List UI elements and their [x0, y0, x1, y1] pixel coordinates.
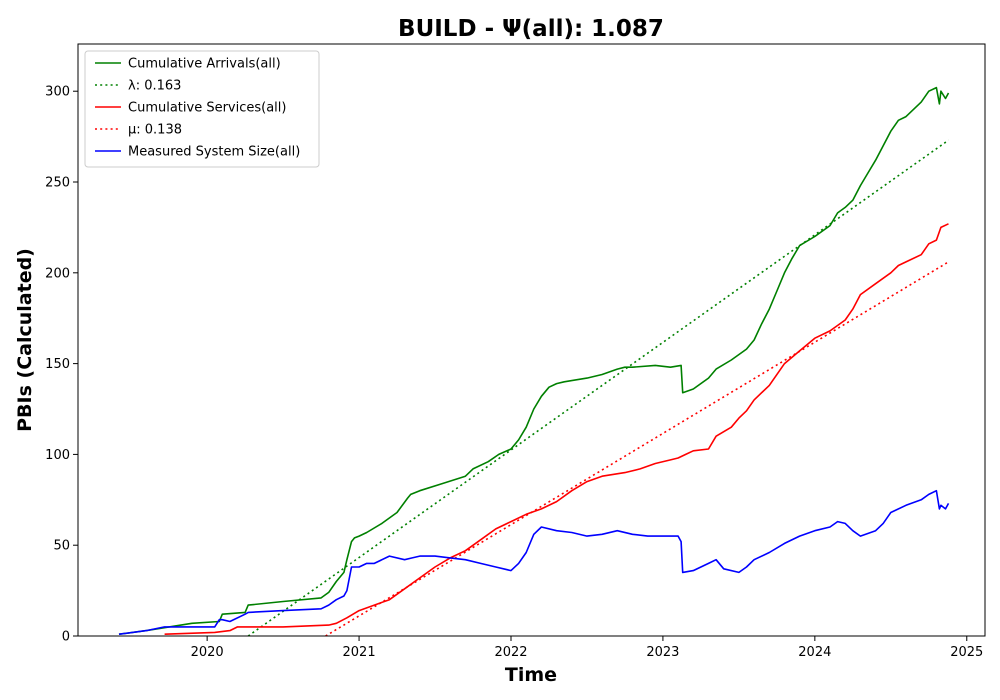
x-tick-label: 2022: [494, 645, 527, 660]
x-tick-label: 2020: [191, 645, 224, 660]
series-line-4: [118, 489, 950, 635]
legend: Cumulative Arrivals(all) λ: 0.163 Cumulati…: [84, 50, 320, 168]
y-tick-label: 250: [45, 176, 70, 191]
chart-title: BUILD - Ψ(all): 1.087: [398, 16, 664, 42]
legend-box: [84, 50, 320, 168]
y-tick-label: 100: [45, 448, 70, 463]
series-line-0: [118, 86, 950, 635]
y-axis: 0 50 100 150 200 250 300: [45, 85, 78, 645]
y-tick-label: 300: [45, 85, 70, 100]
y-tick-label: 150: [45, 357, 70, 372]
legend-label: Measured System Size(all): [128, 145, 300, 160]
y-tick-label: 200: [45, 266, 70, 281]
y-axis-label: PBIs (Calculated): [14, 248, 36, 432]
legend-label: Cumulative Services(all): [128, 101, 286, 116]
y-tick-label: 0: [62, 630, 70, 645]
x-tick-label: 2025: [950, 645, 983, 660]
legend-label: Cumulative Arrivals(all): [128, 57, 281, 72]
plot-area: [118, 86, 950, 636]
y-tick-label: 50: [53, 539, 70, 554]
series-line-1: [247, 139, 949, 636]
x-axis: 2020 2021 2022 2023 2024 2025: [191, 636, 983, 660]
x-tick-label: 2024: [798, 645, 831, 660]
series-line-2: [164, 223, 949, 635]
x-axis-label: Time: [505, 664, 557, 686]
legend-label: μ: 0.138: [128, 123, 182, 138]
plot-frame: [77, 43, 986, 637]
series-line-3: [325, 261, 949, 636]
x-tick-label: 2021: [343, 645, 376, 660]
legend-label: λ: 0.163: [128, 79, 181, 94]
x-tick-label: 2023: [646, 645, 679, 660]
